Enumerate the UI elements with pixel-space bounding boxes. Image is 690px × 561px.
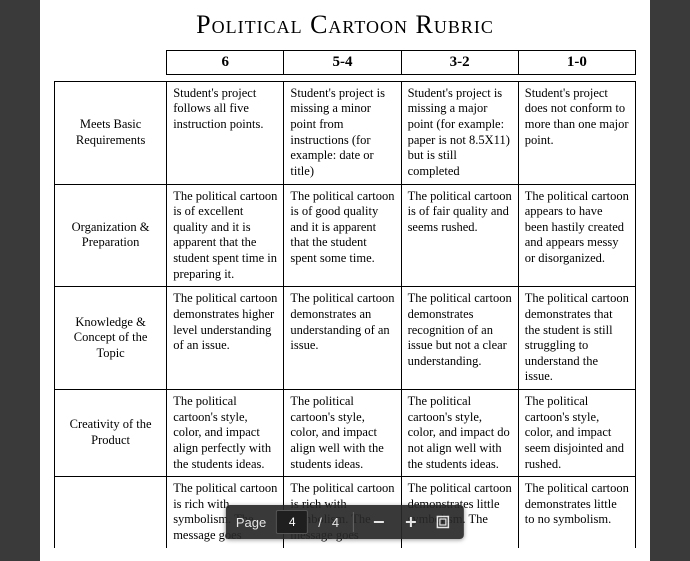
rubric-cell: The political cartoon demonstrates that …	[518, 287, 635, 390]
page-separator: /	[318, 515, 322, 530]
plus-icon	[403, 514, 419, 530]
score-header: 6	[167, 51, 284, 75]
row-label: Knowledge & Concept of the Topic	[55, 287, 167, 390]
page-number-input[interactable]	[276, 510, 308, 534]
fit-icon	[435, 514, 451, 530]
rubric-cell: The political cartoon is of excellent qu…	[167, 184, 284, 287]
row-label: Creativity of the Product	[55, 390, 167, 477]
rubric-cell: The political cartoon's style, color, an…	[167, 390, 284, 477]
rubric-cell: The political cartoon demonstrates littl…	[518, 477, 635, 548]
rubric-cell: The political cartoon's style, color, an…	[401, 390, 518, 477]
pdf-toolbar: Page / 4	[226, 505, 464, 539]
table-row: Creativity of the Product The political …	[55, 390, 636, 477]
rubric-cell: The political cartoon demonstrates recog…	[401, 287, 518, 390]
score-header: 1-0	[518, 51, 635, 75]
zoom-in-button[interactable]	[400, 511, 422, 533]
table-row: Knowledge & Concept of the Topic The pol…	[55, 287, 636, 390]
row-label: Organization & Preparation	[55, 184, 167, 287]
rubric-cell: The political cartoon demonstrates an un…	[284, 287, 401, 390]
document-page: Political Cartoon Rubric 6 5-4 3-2 1-0 M…	[40, 0, 650, 561]
rubric-cell: The political cartoon is of fair quality…	[401, 184, 518, 287]
score-header: 3-2	[401, 51, 518, 75]
minus-icon	[371, 514, 387, 530]
row-label	[55, 477, 167, 548]
page-total: 4	[332, 515, 339, 530]
rubric-cell: The political cartoon appears to have be…	[518, 184, 635, 287]
table-row: Meets Basic Requirements Student's proje…	[55, 81, 636, 184]
score-header-row: 6 5-4 3-2 1-0	[55, 51, 636, 75]
table-row: Organization & Preparation The political…	[55, 184, 636, 287]
rubric-cell: Student's project is missing a major poi…	[401, 81, 518, 184]
zoom-out-button[interactable]	[368, 511, 390, 533]
rubric-cell: Student's project is missing a minor poi…	[284, 81, 401, 184]
fit-page-button[interactable]	[432, 511, 454, 533]
score-header: 5-4	[284, 51, 401, 75]
rubric-cell: The political cartoon demonstrates highe…	[167, 287, 284, 390]
page-title: Political Cartoon Rubric	[54, 10, 636, 40]
rubric-cell: The political cartoon's style, color, an…	[518, 390, 635, 477]
rubric-cell: The political cartoon's style, color, an…	[284, 390, 401, 477]
page-label: Page	[236, 515, 266, 530]
rubric-cell: Student's project follows all five instr…	[167, 81, 284, 184]
rubric-table: 6 5-4 3-2 1-0 Meets Basic Requirements S…	[54, 50, 636, 548]
rubric-cell: The political cartoon is of good quality…	[284, 184, 401, 287]
rubric-cell: Student's project does not conform to mo…	[518, 81, 635, 184]
toolbar-divider	[353, 512, 354, 532]
blank-corner	[55, 51, 167, 75]
row-label: Meets Basic Requirements	[55, 81, 167, 184]
